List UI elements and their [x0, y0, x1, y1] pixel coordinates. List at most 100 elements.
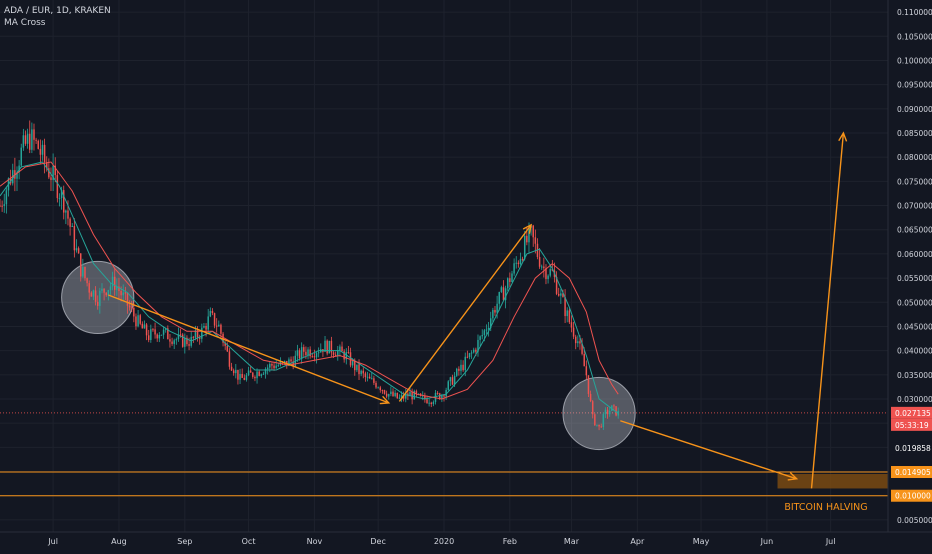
candle-body [247, 370, 250, 376]
candle-body [220, 324, 222, 334]
candle-timer-badge-bg [891, 418, 932, 431]
level-price-badge: 0.019858 [895, 444, 931, 453]
candle-body [239, 373, 241, 380]
candle-body [296, 350, 299, 356]
candle-body [551, 269, 554, 271]
candle-body [173, 340, 175, 344]
candle-body [543, 266, 545, 269]
candle-body [519, 258, 522, 265]
candle-body [375, 382, 377, 388]
price-tick-label: 0.055000 [897, 274, 932, 283]
symbol-title[interactable]: ADA / EUR, 1D, KRAKEN [4, 6, 111, 16]
candle-body [358, 364, 360, 375]
candle-body [158, 335, 161, 339]
candle-body [432, 401, 435, 405]
candle-body [164, 328, 167, 330]
candle-body [79, 253, 82, 277]
candle-body [315, 353, 318, 358]
candle-body [184, 337, 186, 347]
candle-body [139, 315, 141, 324]
candle-body [264, 369, 267, 374]
candle-body [269, 363, 271, 368]
candle-body [513, 263, 515, 274]
candle-body [226, 345, 229, 352]
candle-body [330, 340, 333, 353]
candle-body [130, 307, 133, 309]
trend-arrow-head [838, 131, 848, 142]
candle-body [96, 301, 99, 306]
candle-body [504, 288, 507, 301]
candle-body [88, 283, 90, 293]
candle-body [249, 370, 252, 373]
candle-body [492, 309, 494, 319]
time-tick-label: May [693, 537, 710, 546]
candle-body [332, 352, 335, 355]
price-tick-label: 0.105000 [897, 32, 932, 41]
price-tick-label: 0.095000 [897, 81, 932, 90]
candle-body [241, 373, 243, 378]
candle-body [137, 315, 139, 327]
candle-body [354, 360, 356, 371]
candle-body [326, 340, 328, 354]
candle-body [511, 273, 513, 283]
time-axis[interactable]: Jul Aug Sep Oct Nov Dec 2020 Feb Mar Apr May Jun Jul [47, 537, 835, 546]
price-tick-label: 0.080000 [897, 153, 932, 162]
candle-body [392, 391, 394, 397]
candle-body [566, 310, 568, 317]
price-tick-label: 0.060000 [897, 250, 932, 259]
candle-body [177, 334, 180, 340]
candle-body [211, 310, 214, 314]
price-tick-label: 0.075000 [897, 177, 932, 186]
candle-body [118, 286, 120, 291]
candle-body [1, 205, 3, 207]
indicator-name[interactable]: MA Cross [4, 18, 46, 28]
time-tick-label: Jun [760, 537, 774, 546]
candle-body [526, 235, 528, 243]
candle-body [22, 135, 25, 148]
bitcoin-halving-label: BITCOIN HALVING [784, 502, 867, 513]
price-tick-label: 0.040000 [897, 347, 932, 356]
support-price-badge: 0.010000 [895, 492, 931, 501]
candle-body [470, 352, 473, 354]
candle-body [568, 310, 571, 323]
candle-body [84, 266, 86, 279]
candle-body [67, 210, 69, 219]
candle-body [356, 364, 358, 371]
candle-body [460, 364, 462, 371]
candle-body [77, 248, 80, 254]
price-tick-label: 0.070000 [897, 202, 932, 211]
candle-body [585, 366, 588, 376]
annotation-arrows[interactable] [108, 131, 848, 489]
candle-body [215, 325, 218, 327]
candle-body [487, 327, 490, 330]
candle-body [502, 287, 505, 301]
candle-body [557, 293, 560, 296]
candle-body [18, 165, 20, 173]
candle-body [275, 365, 277, 369]
candle-body [194, 330, 197, 338]
candle-body [192, 336, 195, 338]
candle-body [506, 278, 509, 289]
candle-body [400, 395, 403, 398]
candle-body [428, 402, 430, 404]
candle-body [99, 290, 101, 306]
candle-body [65, 210, 67, 213]
candle-body [517, 262, 520, 265]
candle-body [602, 414, 605, 428]
candle-body [56, 175, 59, 199]
candle-body [228, 351, 231, 367]
candle-body [309, 349, 311, 357]
candle-body [50, 177, 52, 181]
candle-body [545, 268, 547, 280]
time-tick-label: Oct [242, 537, 256, 546]
candle-body [58, 198, 61, 200]
candle-body [606, 409, 609, 415]
candle-body [107, 290, 110, 296]
candle-body [245, 375, 248, 380]
candle-body [347, 352, 350, 354]
candle-body [0, 205, 1, 207]
candle-body [515, 262, 517, 264]
